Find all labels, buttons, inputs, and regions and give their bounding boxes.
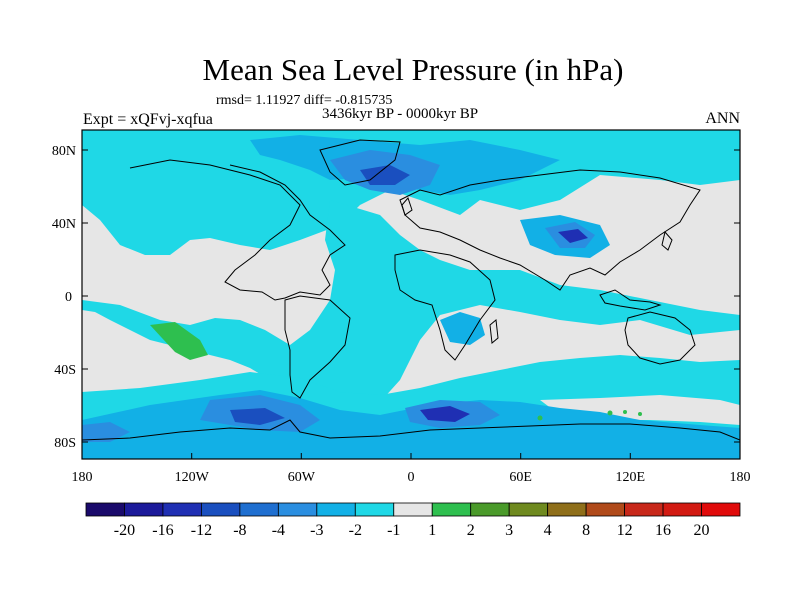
season-label: ANN [705,110,740,127]
map-title: Mean Sea Level Pressure (in hPa) [202,52,624,87]
lon-label-120w: 120W [175,470,210,485]
colorbar-label: -16 [152,522,173,539]
antarctic-positive-3 [623,410,627,414]
colorbar-label: 1 [428,522,436,539]
colorbar-swatch [624,502,664,517]
colorbar-swatch [701,502,741,517]
antarctic-positive-1 [537,415,543,421]
colorbar-swatch [201,502,241,517]
colorbar-swatch [124,502,164,517]
coastlines [82,139,740,441]
antarctic-positive-4 [638,412,642,416]
colorbar-swatch [393,502,433,517]
uk-coast [401,197,413,216]
colorbar-label: -12 [191,522,212,539]
colorbar-label: -1 [387,522,400,539]
lon-label-120e: 120E [616,470,646,485]
colorbar-swatch [470,502,510,517]
madagascar-coast [489,319,499,344]
north-america-coast [129,159,346,301]
colorbar-swatch [508,502,549,517]
colorbar-label: -8 [233,522,246,539]
colorbar-swatch [85,502,125,517]
indonesia-coast [599,289,662,311]
colorbar-label: 16 [655,522,671,539]
colorbar-swatch [162,502,202,517]
lon-label-60e: 60E [509,470,532,485]
colorbar-swatch [354,502,395,517]
lon-ticks [81,453,741,459]
lon-label-180e: 180 [730,470,751,485]
south-pacific-positive [150,322,208,360]
lat-label-80n: 80N [52,144,76,159]
colorbar-swatch [239,502,279,517]
colorbar-swatch [431,502,472,517]
time-period: 3436kyr BP - 0000kyr BP [322,106,479,122]
eurasia-coast [399,169,701,291]
lon-label-0: 0 [408,470,415,485]
colorbar-label: -20 [114,522,135,539]
antarctic-positive-2 [607,410,613,416]
antarctica-coast [82,419,740,441]
lon-label-60w: 60W [288,470,316,485]
south-america-coast [284,295,351,399]
colorbar-label: 4 [544,522,552,539]
lat-label-40n: 40N [52,217,76,232]
colorbar-swatch [316,502,356,517]
north-atlantic-lobe [82,200,740,410]
colorbar-swatch [277,502,318,517]
tibet-core [558,229,588,243]
colorbar-label: 20 [694,522,710,539]
africa-coast [394,249,496,361]
colorbar-label: 2 [467,522,475,539]
colorbar-label: 3 [505,522,513,539]
colorbar-label: 8 [582,522,590,539]
colorbar-label: -3 [310,522,323,539]
australia-coast [624,311,696,365]
colorbar: -20 -16 -12 -8 -4 -3 -2 -1 1 2 3 4 8 12 16 20 [85,502,741,539]
lat-label-0: 0 [65,290,72,305]
colorbar-label: -2 [349,522,362,539]
greenland-coast [319,139,401,186]
colorbar-label: -4 [272,522,285,539]
colorbar-swatch [585,502,625,517]
ross-sea-blue [82,422,130,442]
japan-coast [661,230,673,251]
pressure-field [82,130,740,459]
indian-ocean-cyan [440,312,485,345]
experiment-id: Expt = xQFvj-xqfua [83,111,213,128]
rmsd-diff-stats: rmsd= 1.11927 diff= -0.815735 [216,93,393,108]
colorbar-swatch [662,502,702,517]
antarctic-core-west [230,408,285,425]
lon-label-180w: 180 [72,470,93,485]
lat-label-80s: 80S [54,436,76,451]
colorbar-swatch [547,502,587,517]
colorbar-label: 12 [617,522,633,539]
antarctic-core [420,406,470,422]
lat-label-40s: 40S [54,363,76,378]
north-cyan-band [82,130,740,255]
greenland-core [360,165,410,185]
lat-ticks [82,149,740,443]
